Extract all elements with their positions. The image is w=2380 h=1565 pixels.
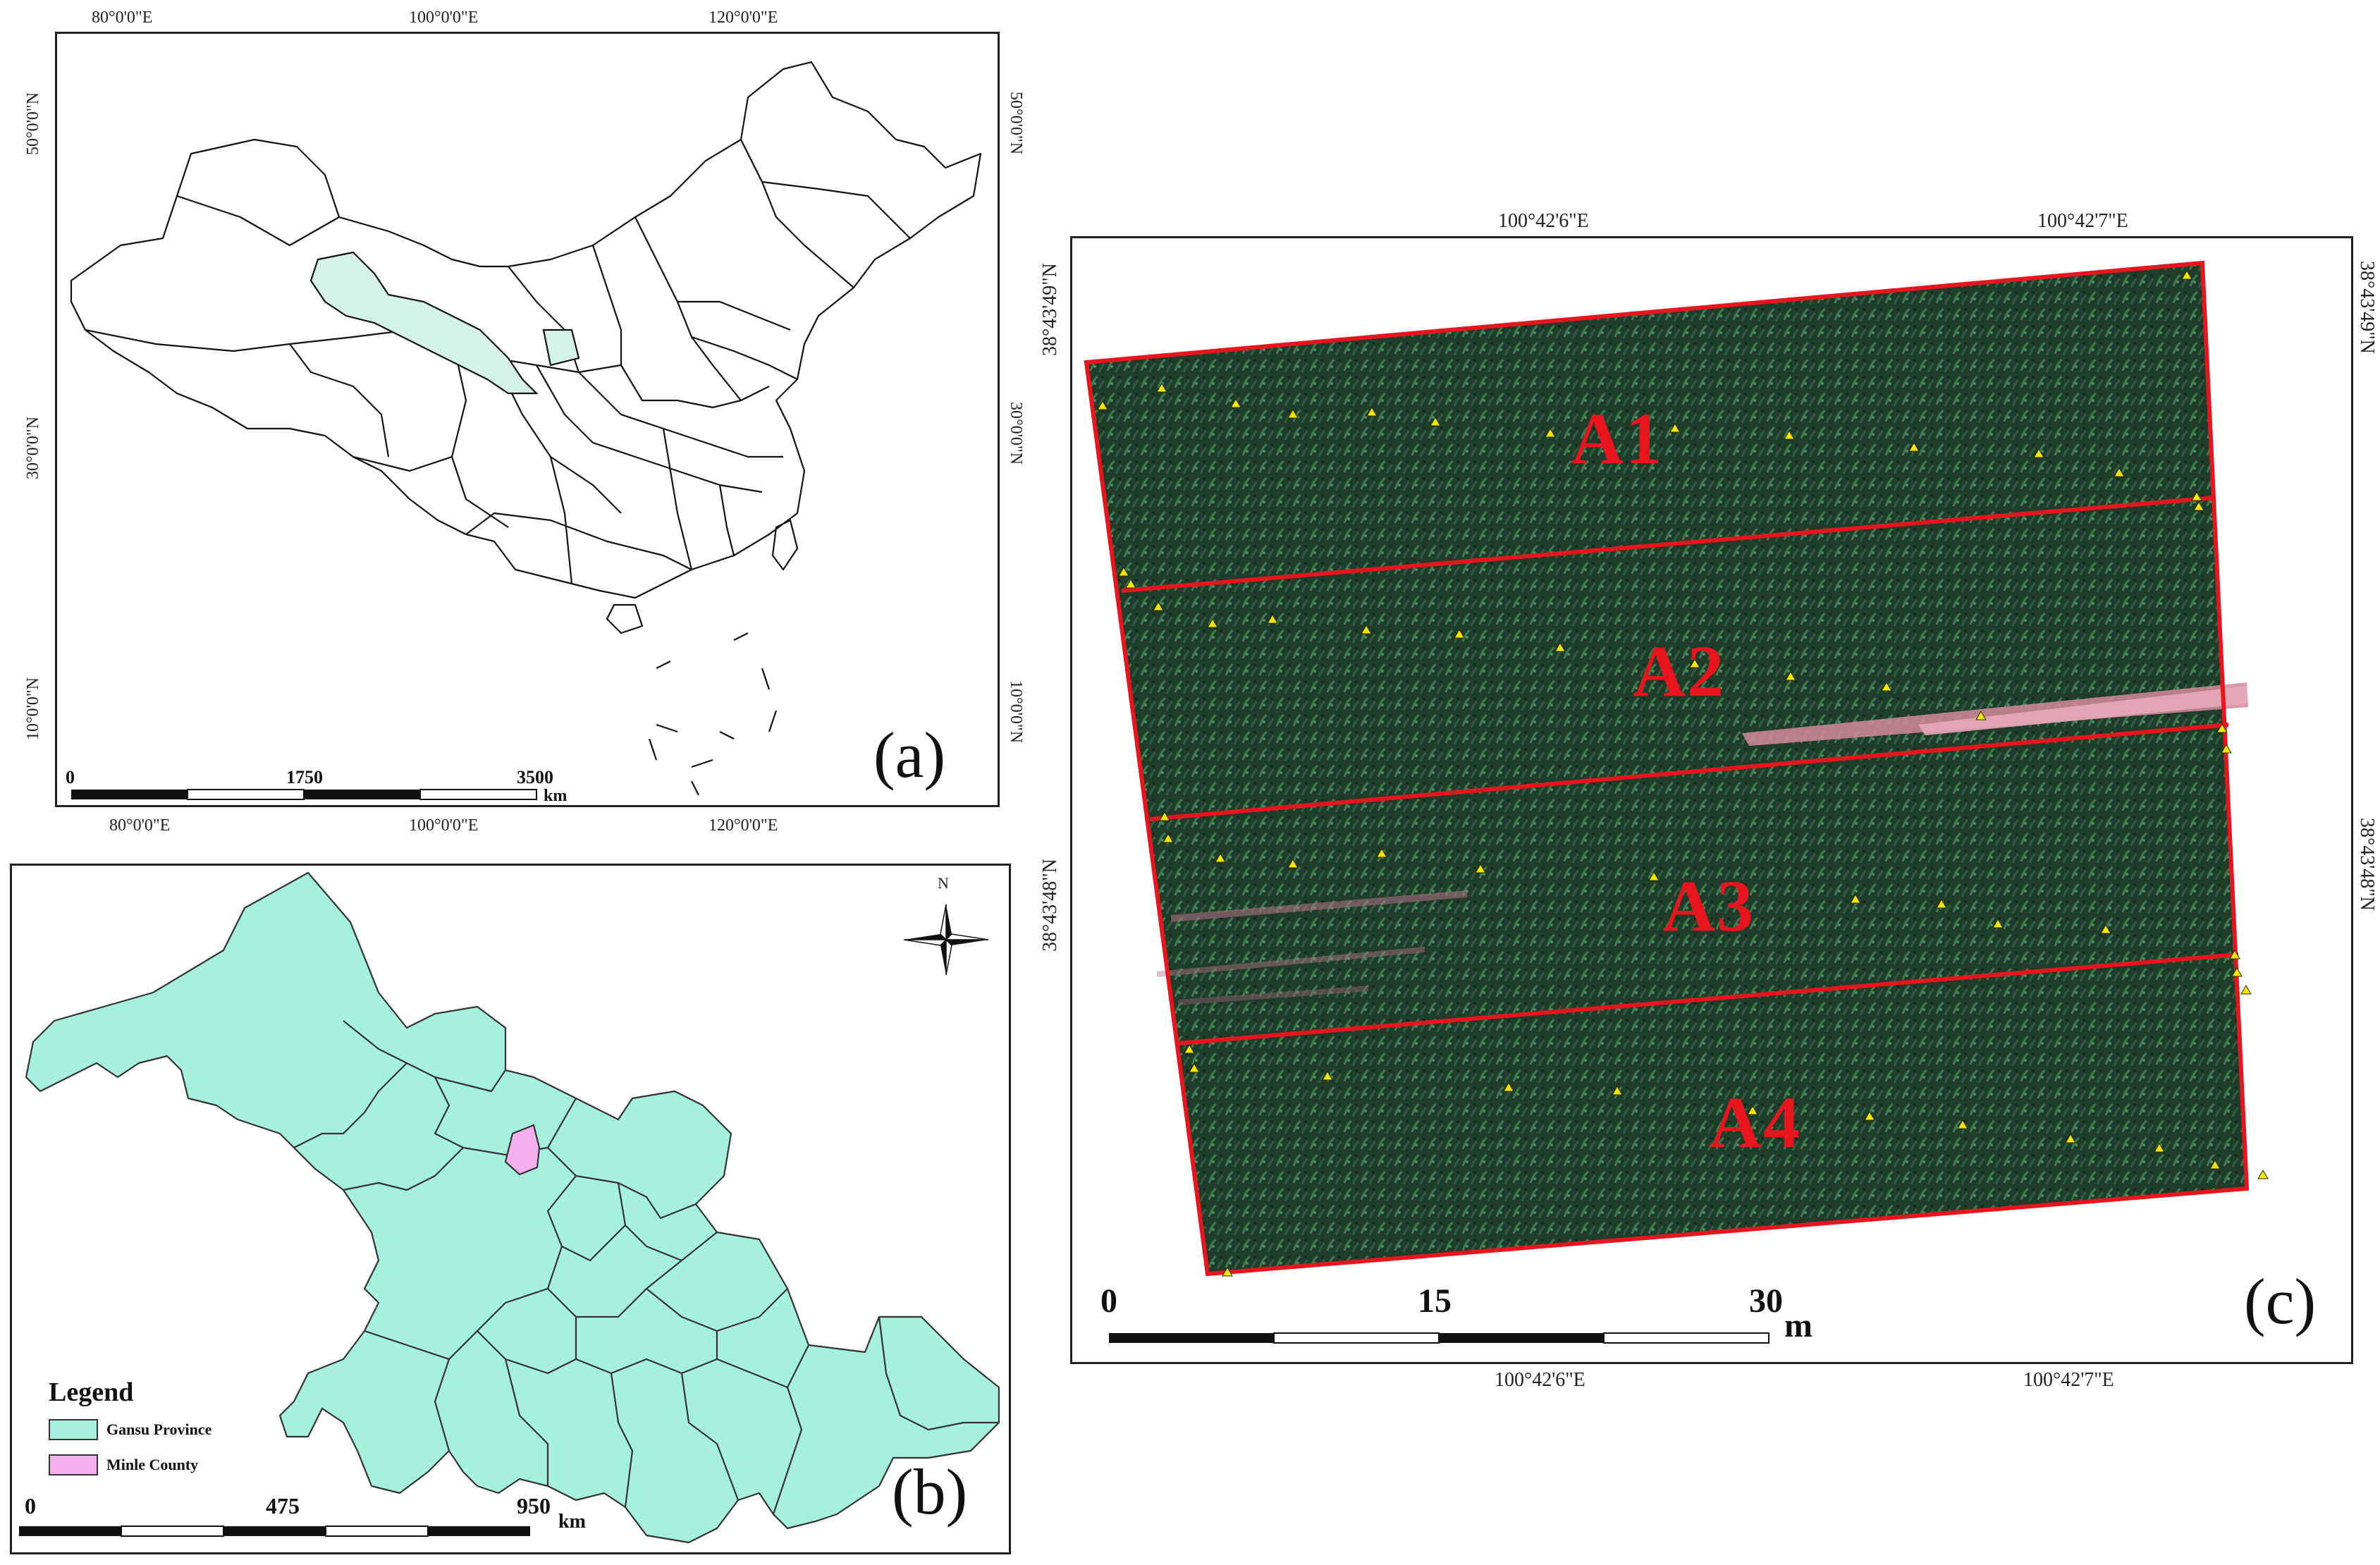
panel-a-right-lat-3: 10°0'0"N [1007, 680, 1025, 744]
scale-b-0: 0 [25, 1493, 36, 1518]
panel-a-right-lat-1: 50°0'0"N [1007, 92, 1025, 155]
panel-a-bottom-lon-2: 100°0'0"E [409, 816, 479, 835]
zone-label-a2: A2 [1633, 631, 1726, 712]
panel-a-top-lon-2: 100°0'0"E [409, 8, 479, 27]
panel-a-right-lat-2: 30°0'0"N [1007, 402, 1025, 465]
scale-b-2: 950 [517, 1493, 551, 1518]
scale-b-unit: km [558, 1511, 586, 1533]
panel-c-top-lon-1: 100°42'6"E [1498, 210, 1589, 232]
panel-c-left-lat-2: 38°43'48"N [1039, 859, 1061, 952]
panel-c-left-lat-1: 38°43'49"N [1039, 263, 1061, 356]
panel-a-left-lat-1: 50°0'0"N [24, 92, 42, 155]
scale-a-unit: km [544, 787, 568, 805]
field-aerial-image [1084, 260, 2250, 1277]
zone-label-a1: A1 [1571, 398, 1664, 479]
panel-c-bottom-lon-2: 100°42'7"E [2023, 1369, 2114, 1391]
panel-b-map-frame: N Legend Gansu Province Minle County 0 4… [10, 864, 1011, 1554]
panel-a-label: (a) [873, 719, 946, 791]
scale-c-2: 30 [1749, 1282, 1783, 1320]
sample-markers [1097, 270, 2269, 1277]
scale-c-unit: m [1784, 1307, 1812, 1344]
minle-county-region [504, 1124, 541, 1176]
scale-bar-b [19, 1526, 530, 1537]
legend-swatch-minle [49, 1454, 98, 1475]
north-arrow-icon [903, 904, 989, 976]
legend-title: Legend [49, 1377, 134, 1407]
zone-label-a3: A3 [1662, 866, 1755, 947]
scale-bar-c [1109, 1332, 1769, 1344]
panel-c-bottom-lon-1: 100°42'6"E [1495, 1369, 1585, 1391]
scale-c-1: 15 [1418, 1282, 1452, 1320]
panel-a-map-frame: 0 1750 3500 km (a) [55, 32, 1000, 807]
panel-b-label: (b) [892, 1456, 968, 1528]
zone-label-a4: A4 [1709, 1082, 1802, 1163]
panel-a-left-lat-3: 10°0'0"N [24, 677, 42, 740]
field-image-svg [1084, 260, 2269, 1344]
highlighted-province [309, 251, 539, 395]
scale-a-0: 0 [66, 767, 75, 787]
panel-a-left-lat-2: 30°0'0"N [24, 416, 42, 479]
scale-b-1: 475 [266, 1493, 300, 1518]
legend-swatch-gansu [49, 1419, 98, 1440]
scale-c-0: 0 [1100, 1282, 1117, 1320]
scale-bar-a [71, 789, 537, 800]
panel-a-top-lon-3: 120°0'0"E [709, 8, 778, 27]
china-outline-map [70, 61, 982, 800]
panel-a-top-lon-1: 80°0'0"E [92, 8, 153, 27]
panel-c-right-lat-2: 38°43'48"N [2356, 818, 2378, 911]
panel-a-bottom-lon-3: 120°0'0"E [709, 816, 778, 835]
panel-c-top-lon-2: 100°42'7"E [2037, 210, 2128, 232]
north-label: N [938, 874, 949, 892]
scale-a-2: 3500 [517, 767, 553, 787]
legend-label-gansu: Gansu Province [106, 1420, 212, 1438]
scale-a-1: 1750 [286, 767, 323, 787]
gansu-province-map [19, 871, 1000, 1544]
legend-item-minle: Minle County [49, 1454, 198, 1475]
legend-item-gansu: Gansu Province [49, 1419, 211, 1440]
panel-c-right-lat-1: 38°43'49"N [2356, 261, 2378, 354]
panel-c-image-frame: A1 A2 A3 A4 0 15 30 m (c) [1070, 236, 2353, 1364]
legend-label-minle: Minle County [106, 1456, 199, 1473]
panel-c-label: (c) [2244, 1265, 2317, 1337]
panel-a-bottom-lon-1: 80°0'0"E [109, 816, 171, 835]
